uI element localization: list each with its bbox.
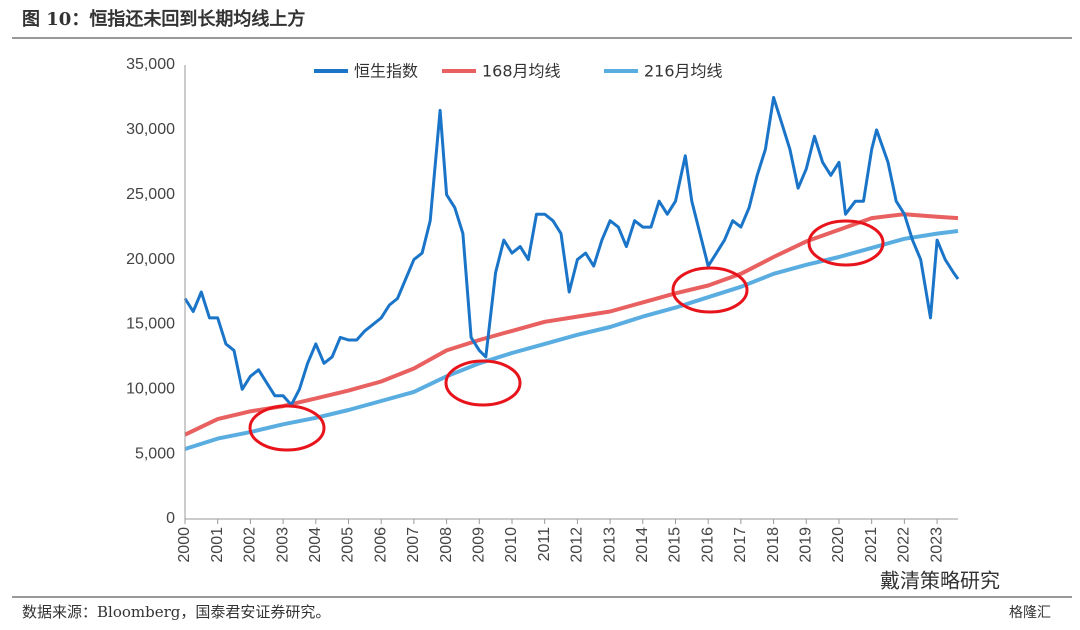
y-tick-label: 5,000 [135,445,175,462]
y-tick-label: 15,000 [126,316,175,333]
highlight [248,404,326,452]
x-tick-label: 2023 [928,527,945,563]
x-tick-label: 2012 [569,527,586,563]
source: 数据来源：Bloomberg，国泰君安证券研究。 [22,603,330,621]
y-tick-label: 35,000 [126,56,175,73]
series-line [184,229,959,451]
highlight [807,219,885,267]
x-tick-label: 2020 [830,527,847,563]
highlight [444,359,522,407]
highlight [671,266,749,314]
x-tick-label: 2005 [340,527,357,563]
watermark: 戴清策略研究 [880,569,1000,593]
x-tick-label: 2019 [797,527,814,563]
x-tick-label: 2006 [372,527,389,563]
x-tick-label: 2015 [667,527,684,563]
series-line [183,95,960,407]
y-tick-label: 25,000 [126,186,175,203]
y-tick-label: 30,000 [126,121,175,138]
x-tick-label: 2014 [634,527,651,563]
x-tick-label: 2007 [405,527,422,563]
x-tick-label: 2000 [176,527,193,563]
x-tick-label: 2021 [863,527,880,563]
legend-label: 168月均线 [482,62,561,81]
y-tick-label: 0 [166,510,175,527]
x-tick-label: 2010 [503,527,520,563]
x-tick-label: 2004 [307,527,324,563]
chart-title: 图 10：恒指还未回到长期均线上方 [22,8,305,30]
legend-label: 216月均线 [644,62,723,81]
x-tick-label: 2016 [699,527,716,563]
x-tick-label: 2003 [274,527,291,563]
x-tick-label: 2022 [896,527,913,563]
watermark: 格隆汇 [1009,605,1051,621]
x-tick-label: 2001 [209,527,226,563]
x-tick-label: 2017 [732,527,749,563]
legend-label: 恒生指数 [354,62,418,81]
x-tick-label: 2013 [601,527,618,563]
x-tick-label: 2008 [438,527,455,563]
x-tick-label: 2009 [471,527,488,563]
x-tick-label: 2002 [242,527,259,563]
y-tick-label: 20,000 [126,251,175,268]
x-tick-label: 2011 [536,527,553,562]
series-line [184,212,959,437]
highlight-circles [248,219,885,452]
x-tick-label: 2018 [765,527,782,563]
y-tick-label: 10,000 [126,381,175,398]
